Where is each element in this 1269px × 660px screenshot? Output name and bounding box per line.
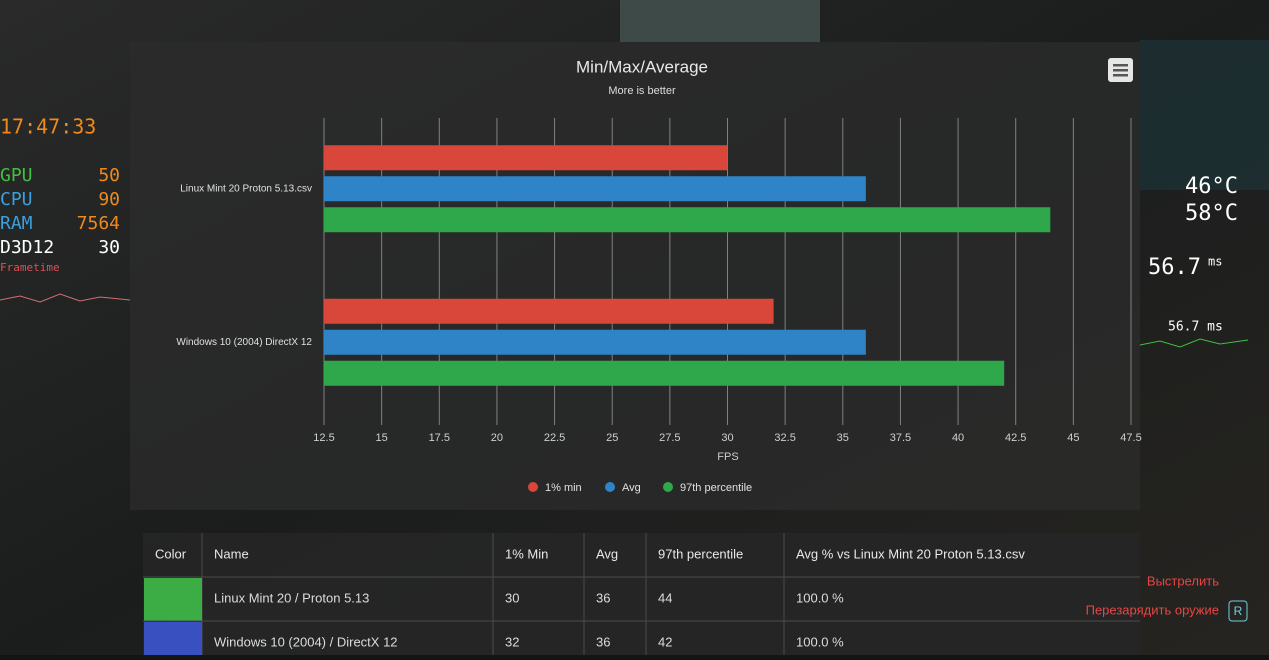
table-cell: 100.0 %: [796, 590, 844, 605]
hud-stat-value: 90: [98, 189, 120, 210]
x-tick-label: 12.5: [313, 432, 334, 444]
hud-frametime: Frametime: [0, 261, 60, 274]
minimap: [1140, 40, 1269, 190]
table-cell: 30: [505, 590, 519, 605]
hud-frame-ms: 56.7: [1148, 255, 1201, 280]
x-tick-label: 15: [376, 432, 388, 444]
hud-stat-value: 50: [98, 165, 120, 186]
hud-frame-unit: ms: [1208, 255, 1222, 269]
hud-stat-label: D3D12: [0, 237, 54, 258]
scene-patch: [620, 0, 820, 42]
x-tick-label: 25: [606, 432, 618, 444]
key-box: [1228, 600, 1248, 622]
menu-icon[interactable]: [1108, 58, 1133, 82]
table-panel: [143, 533, 1140, 655]
chart-panel: [130, 42, 1140, 510]
table-header: Name: [214, 546, 249, 561]
chart-subtitle: More is better: [608, 85, 676, 97]
legend-marker: [605, 482, 615, 492]
menu-bar: [1113, 64, 1128, 67]
x-tick-label: 17.5: [429, 432, 450, 444]
hud-stat-value: 7564: [77, 213, 120, 234]
x-tick-label: 40: [952, 432, 964, 444]
table-header: 1% Min: [505, 546, 548, 561]
x-tick-label: 27.5: [659, 432, 680, 444]
bar: [324, 145, 728, 171]
hud-frametime-graph: [0, 293, 131, 303]
hud-frame-graph: [1139, 338, 1249, 348]
legend-label: 97th percentile: [680, 482, 752, 494]
hud-action: Перезарядить оружие: [1086, 602, 1219, 617]
x-tick-label: 20: [491, 432, 503, 444]
table-header: 97th percentile: [658, 546, 743, 561]
menu-bar: [1113, 69, 1128, 72]
hud-temp: 46°C: [1185, 174, 1238, 199]
menu-bar: [1113, 74, 1128, 77]
y-tick-label: Linux Mint 20 Proton 5.13.csv: [180, 183, 312, 194]
table-cell: Windows 10 (2004) / DirectX 12: [214, 634, 398, 649]
x-tick-label: 30: [721, 432, 733, 444]
bar: [324, 176, 866, 202]
bar: [324, 298, 774, 324]
hud-action: Выстрелить: [1147, 573, 1219, 588]
hud-stat-value: 30: [98, 237, 120, 258]
x-tick-label: 22.5: [544, 432, 565, 444]
hud-clock: 17:47:33: [0, 115, 96, 139]
table-cell: 44: [658, 590, 672, 605]
legend-label: 1% min: [545, 482, 582, 494]
y-tick-label: Windows 10 (2004) DirectX 12: [176, 337, 312, 348]
hud-temp: 58°C: [1185, 201, 1238, 226]
table-header: Color: [155, 546, 187, 561]
color-swatch: [144, 622, 202, 660]
table-header: Avg: [596, 546, 618, 561]
x-axis-title: FPS: [717, 451, 738, 463]
bar: [324, 207, 1051, 233]
hud-stat-label: CPU: [0, 189, 33, 210]
table-cell: 36: [596, 590, 610, 605]
legend-label: Avg: [622, 482, 641, 494]
bar: [324, 329, 866, 355]
x-tick-label: 37.5: [890, 432, 911, 444]
table-cell: 36: [596, 634, 610, 649]
x-tick-label: 35: [837, 432, 849, 444]
x-tick-label: 42.5: [1005, 432, 1026, 444]
table-cell: 42: [658, 634, 672, 649]
chart-title: Min/Max/Average: [576, 57, 708, 76]
legend-marker: [663, 482, 673, 492]
table-cell: 100.0 %: [796, 634, 844, 649]
x-tick-label: 32.5: [774, 432, 795, 444]
x-tick-label: 47.5: [1120, 432, 1141, 444]
table-cell: Linux Mint 20 / Proton 5.13: [214, 590, 369, 605]
color-swatch: [144, 578, 202, 621]
legend-marker: [528, 482, 538, 492]
bar: [324, 360, 1005, 386]
hud-frame-small: 56.7 ms: [1168, 320, 1223, 335]
hud-stat-label: RAM: [0, 213, 33, 234]
hud-key: R: [1234, 604, 1243, 618]
table-header: Avg % vs Linux Mint 20 Proton 5.13.csv: [796, 546, 1025, 561]
x-tick-label: 45: [1067, 432, 1079, 444]
table-cell: 32: [505, 634, 519, 649]
hud-stat-label: GPU: [0, 165, 33, 186]
